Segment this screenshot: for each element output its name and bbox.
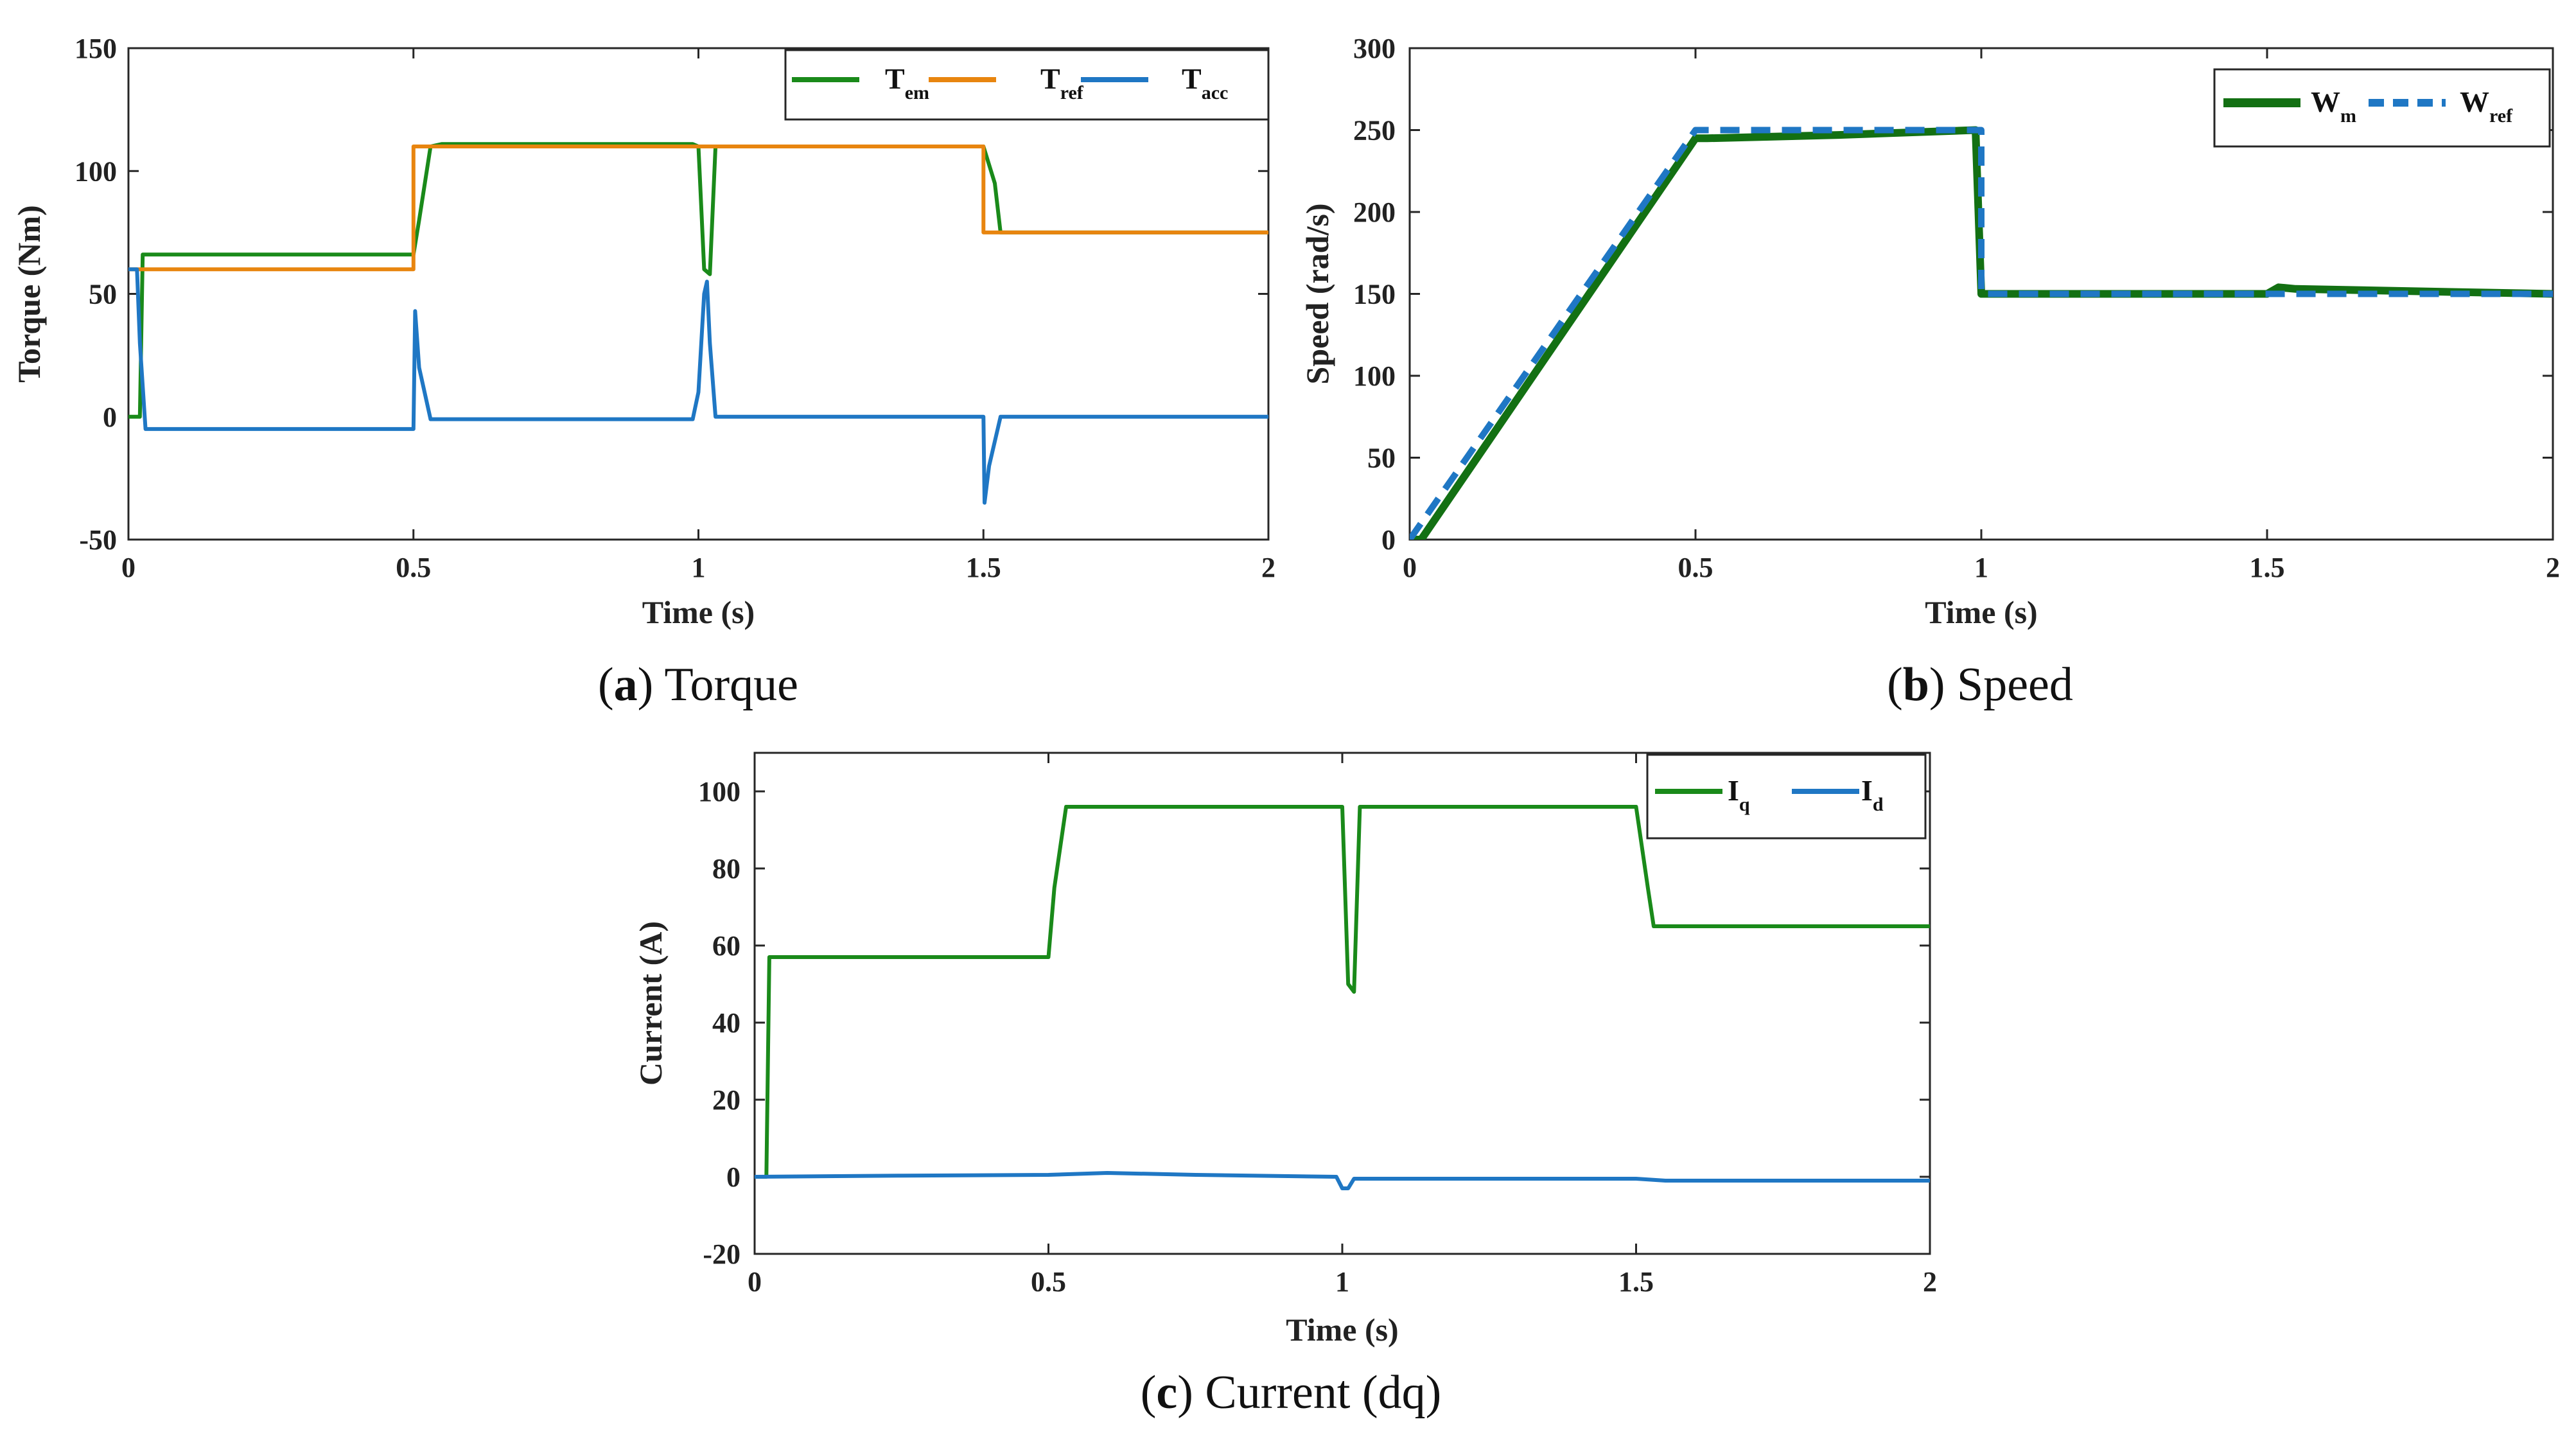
x-tick-label: 0.5 [1678,552,1713,583]
x-tick-label: 0 [121,552,136,583]
legend-symbol: I [1861,774,1873,807]
legend-box [1646,753,1927,840]
x-tick-label: 1 [692,552,706,583]
legend-box [2213,68,2551,148]
y-axis-label: Speed (rad/s) [1299,204,1335,385]
legend-symbol: I [1728,774,1739,807]
x-tick-label: 1 [1335,1266,1349,1298]
y-tick-label: 50 [89,279,117,310]
legend-symbol: T [885,62,905,95]
series-line-t-acc [128,267,1268,505]
legend-symbol: W [2460,85,2489,118]
chart-caption: (b) Speed [1887,658,2073,711]
y-tick-label: 20 [712,1084,740,1116]
y-tick-label: 80 [712,853,740,885]
caption-paren-close: ) [1177,1366,1205,1419]
series-line-i-d [755,1171,1930,1190]
legend-entry: Wref [2460,85,2513,127]
y-tick-label: -50 [79,524,117,556]
x-tick-label: 0 [1403,552,1417,583]
legend-subscript: ref [2489,105,2513,127]
x-tick-label: 2 [1261,552,1275,583]
legend-symbol: T [1182,62,1202,95]
y-tick-label: 40 [712,1007,740,1039]
caption-paren-open: ( [1141,1366,1157,1419]
x-tick-label: 1.5 [2250,552,2285,583]
legend-box [784,49,1270,121]
chart-caption: (c) Current (dq) [1141,1366,1442,1419]
y-tick-label: 60 [712,930,740,962]
y-tick-label: 300 [1353,33,1396,64]
series-line-t-ref [128,145,1268,272]
series-line-i-q [755,805,1930,1179]
x-tick-label: 1.5 [966,552,1001,583]
legend-entry: Iq [1728,774,1750,815]
chart-caption: (a) Torque [598,658,798,711]
caption-letter: b [1903,658,1929,711]
legend: Tem Tref Tacc [784,49,1270,121]
series-group [755,805,1930,1190]
caption-letter: c [1156,1366,1177,1419]
legend-symbol: W [2311,85,2340,118]
y-tick-label: 0 [1381,524,1396,556]
legend: Iq Id [1646,753,1927,840]
y-tick-label: 250 [1353,115,1396,146]
series-group [1410,126,2553,540]
y-tick-label: 100 [1353,360,1396,392]
y-tick-label: 200 [1353,197,1396,228]
y-axis-label: Current (A) [633,921,669,1086]
x-axis-label: Time (s) [642,594,755,630]
legend-entry: Wm [2311,85,2356,127]
x-tick-label: 2 [1923,1266,1937,1298]
caption-paren-open: ( [598,658,614,711]
y-tick-label: 150 [74,33,117,64]
x-tick-label: 2 [2546,552,2560,583]
y-tick-label: 150 [1353,279,1396,310]
caption-paren-close: ) [1929,658,1957,711]
legend-subscript: d [1873,794,1884,815]
legend-subscript: em [905,82,929,103]
y-axis-label: Torque (Nm) [11,205,47,382]
x-tick-label: 1.5 [1618,1266,1654,1298]
legend-symbol: T [1040,62,1060,95]
legend: Wm Wref [2213,68,2551,148]
x-axis-label: Time (s) [1286,1312,1398,1348]
caption-text: Current (dq) [1205,1366,1441,1419]
x-axis-label: Time (s) [1925,594,2037,630]
caption-text: Torque [664,658,798,711]
caption-paren-open: ( [1887,658,1903,711]
y-tick-label: -20 [703,1238,740,1270]
legend-subscript: ref [1060,82,1084,103]
chart-b: 0 0.5 1 1.5 2 0 50 100 150 200 250 300 Time (s) Speed… [1299,33,2560,711]
x-tick-label: 1 [1974,552,1988,583]
series-group [128,142,1268,505]
plot-frame [127,47,1270,541]
y-tick-label: 0 [726,1161,740,1193]
legend-entry: Id [1861,774,1884,815]
x-tick-label: 0.5 [396,552,431,583]
legend-entry: Tacc [1182,62,1228,103]
series-line-w-ref [1410,127,2553,540]
caption-text: Speed [1957,658,2073,711]
y-tick-label: 0 [103,401,117,433]
y-tick-label: 100 [698,776,740,807]
caption-paren-close: ) [638,658,665,711]
legend-entry: Tref [1040,62,1084,103]
y-tick-label: 100 [74,155,117,187]
x-tick-label: 0 [748,1266,762,1298]
legend-subscript: acc [1202,82,1229,103]
legend-entry: Tem [885,62,929,103]
x-tick-label: 0.5 [1031,1266,1066,1298]
y-tick-label: 50 [1367,443,1396,474]
caption-letter: a [614,658,638,711]
legend-subscript: m [2340,105,2356,127]
legend-subscript: q [1739,794,1750,815]
